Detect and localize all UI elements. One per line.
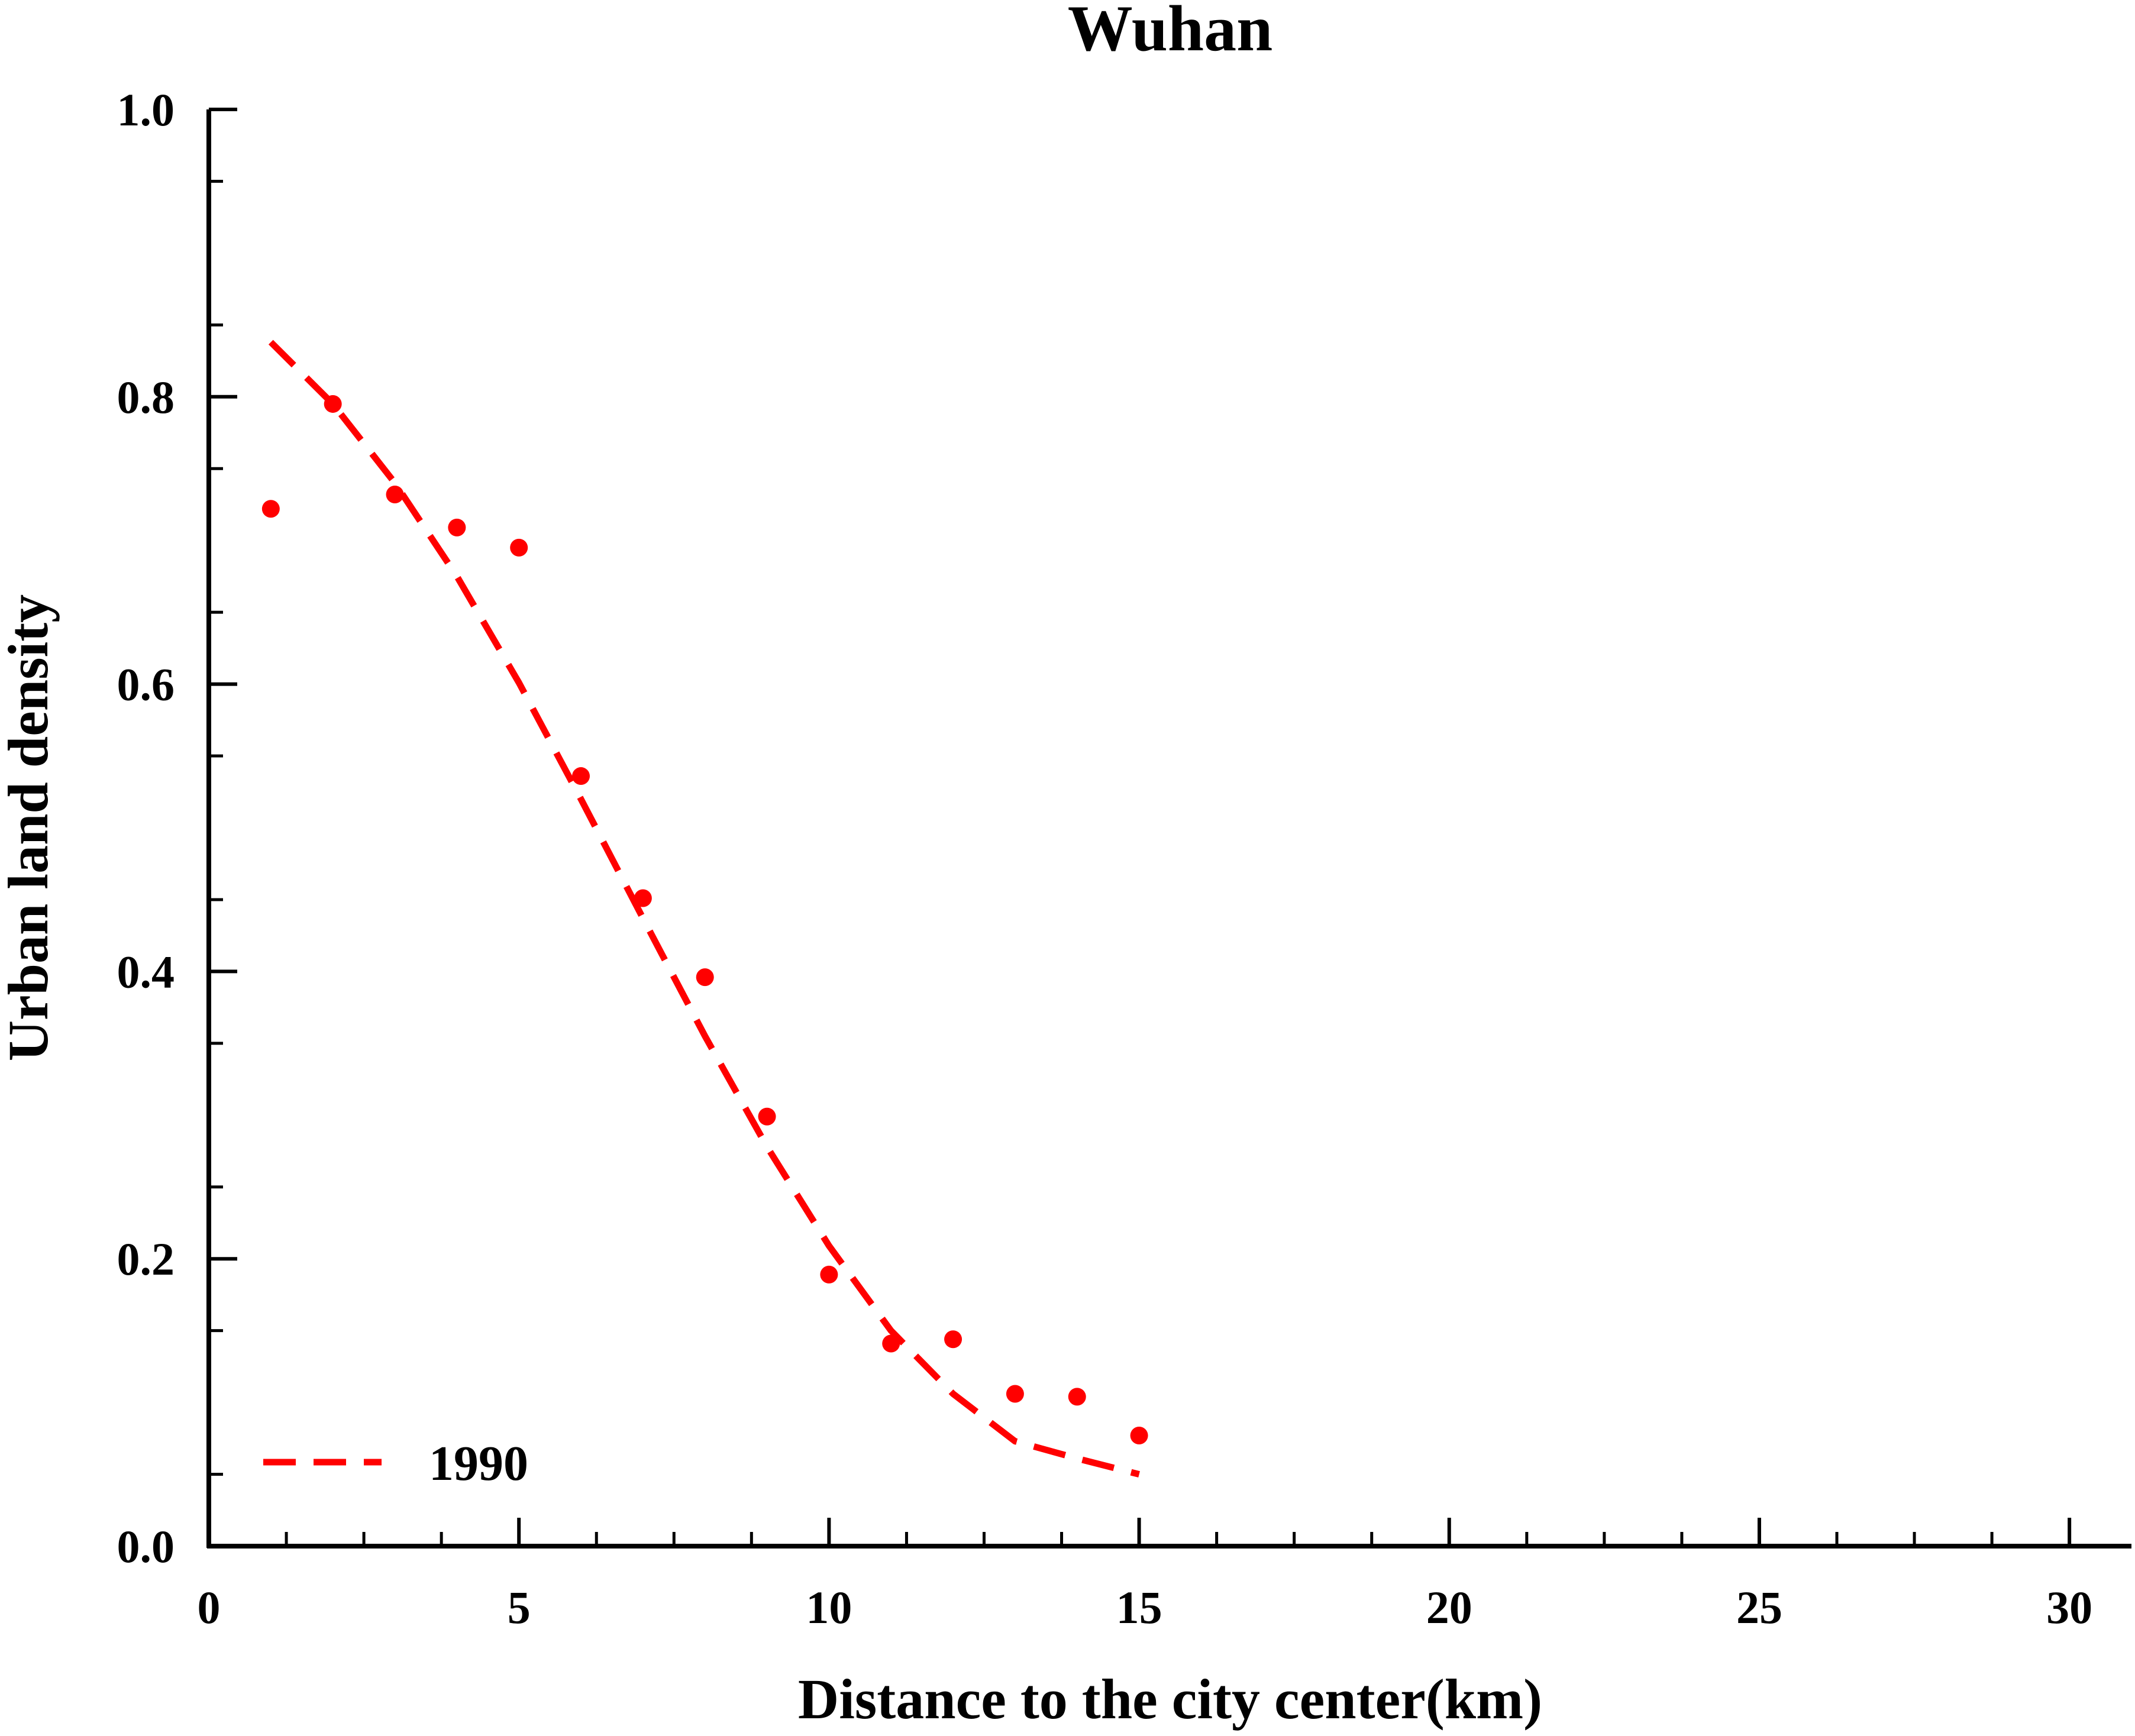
x-tick-label: 25 — [1736, 1582, 1782, 1633]
y-tick-label: 1.0 — [117, 84, 175, 135]
y-tick-label: 0.6 — [117, 659, 175, 710]
data-point — [944, 1330, 962, 1349]
data-point — [696, 968, 714, 987]
data-point — [1130, 1426, 1148, 1444]
fit-line — [268, 340, 1140, 1478]
x-tick-label: 10 — [806, 1582, 852, 1633]
plot-data — [261, 340, 1148, 1478]
legend-label: 1990 — [429, 1436, 528, 1491]
legend: 1990 — [263, 1436, 528, 1491]
chart-title: Wuhan — [1068, 0, 1273, 64]
data-point — [324, 395, 342, 413]
x-axis-title: Distance to the city center(km) — [798, 1667, 1542, 1731]
y-tick-label: 0.2 — [117, 1233, 175, 1285]
data-point — [820, 1265, 838, 1284]
data-point — [1068, 1388, 1086, 1406]
data-point — [758, 1107, 776, 1126]
data-point — [261, 500, 280, 518]
y-tick-label: 0.4 — [117, 946, 175, 997]
y-tick-label: 0.0 — [117, 1521, 175, 1572]
data-point — [510, 538, 528, 557]
x-tick-label: 20 — [1426, 1582, 1472, 1633]
data-point — [634, 889, 652, 907]
x-tick-label: 30 — [2046, 1582, 2092, 1633]
x-tick-label: 0 — [198, 1582, 221, 1633]
x-tick-label: 15 — [1116, 1582, 1162, 1633]
data-point — [448, 518, 466, 536]
data-point — [386, 485, 404, 503]
data-point — [572, 767, 590, 785]
y-axis-title: Urban land density — [0, 594, 60, 1062]
data-point — [882, 1334, 900, 1353]
y-tick-label: 0.8 — [117, 371, 175, 423]
data-point — [1006, 1385, 1024, 1403]
axes: 0 5 10 15 20 25 30 0.0 0.2 0.4 0.6 0.8 1.0 — [117, 84, 2131, 1633]
x-tick-label: 5 — [508, 1582, 531, 1633]
